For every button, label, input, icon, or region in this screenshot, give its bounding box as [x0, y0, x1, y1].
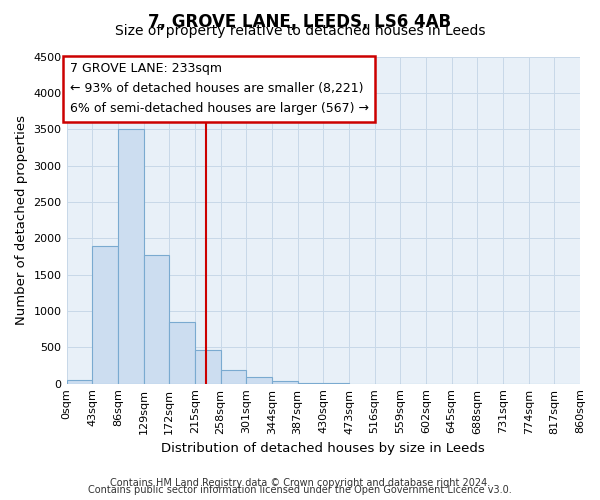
- Y-axis label: Number of detached properties: Number of detached properties: [15, 115, 28, 325]
- Text: 7 GROVE LANE: 233sqm
← 93% of detached houses are smaller (8,221)
6% of semi-det: 7 GROVE LANE: 233sqm ← 93% of detached h…: [70, 62, 368, 116]
- Bar: [246, 377, 272, 384]
- Bar: [272, 381, 298, 384]
- X-axis label: Distribution of detached houses by size in Leeds: Distribution of detached houses by size …: [161, 442, 485, 455]
- Bar: [298, 382, 323, 384]
- Text: 7, GROVE LANE, LEEDS, LS6 4AB: 7, GROVE LANE, LEEDS, LS6 4AB: [148, 12, 452, 30]
- Bar: [92, 246, 118, 384]
- Bar: [143, 255, 169, 384]
- Bar: [67, 380, 92, 384]
- Bar: [195, 350, 221, 384]
- Bar: [221, 370, 246, 384]
- Bar: [169, 322, 195, 384]
- Bar: [118, 129, 143, 384]
- Text: Size of property relative to detached houses in Leeds: Size of property relative to detached ho…: [115, 24, 485, 38]
- Text: Contains public sector information licensed under the Open Government Licence v3: Contains public sector information licen…: [88, 485, 512, 495]
- Text: Contains HM Land Registry data © Crown copyright and database right 2024.: Contains HM Land Registry data © Crown c…: [110, 478, 490, 488]
